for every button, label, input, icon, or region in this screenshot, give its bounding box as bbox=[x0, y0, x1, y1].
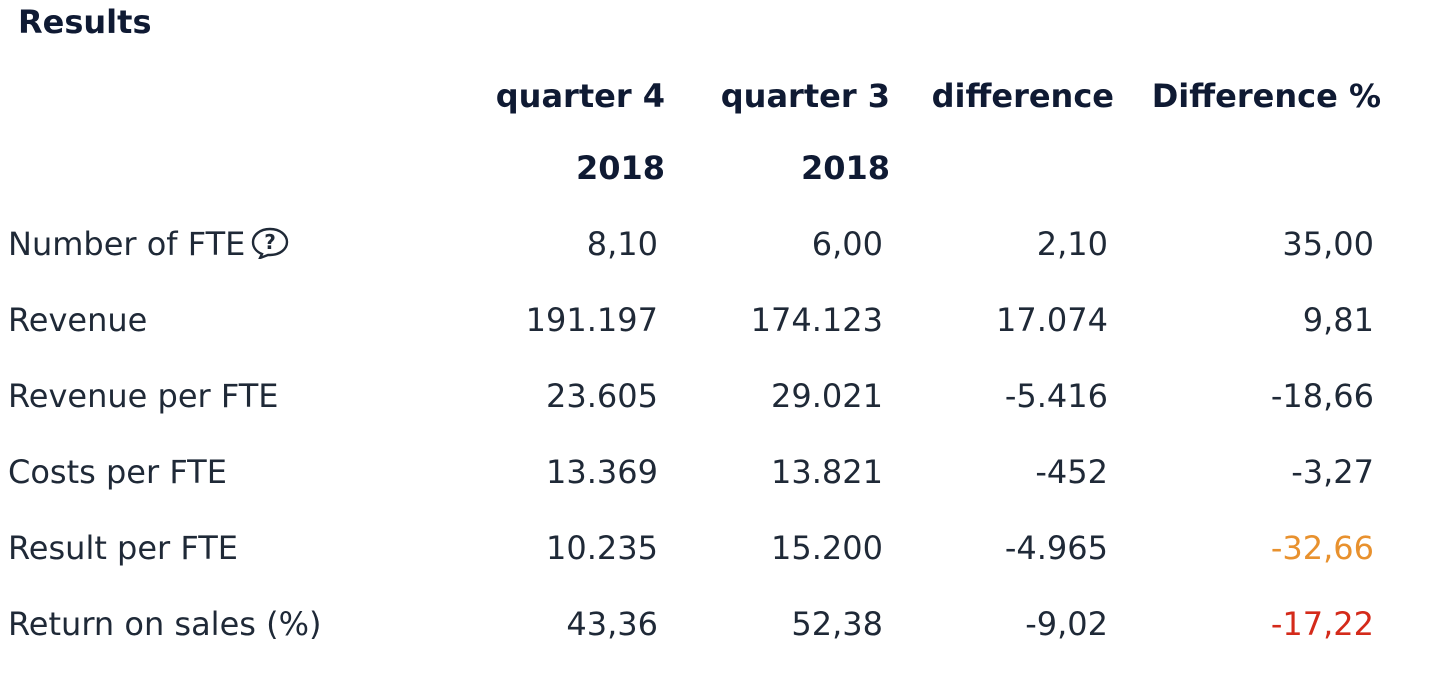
column-header-difference: difference bbox=[932, 76, 1114, 116]
column-header-line2: 2018 bbox=[800, 149, 890, 187]
cell-q3: 29.021 bbox=[771, 377, 883, 415]
cell-difference-percent: 9,81 bbox=[1302, 301, 1374, 339]
page-title: Results bbox=[18, 3, 152, 41]
cell-difference-percent-negative: -17,22 bbox=[1270, 605, 1374, 643]
cell-q3: 174.123 bbox=[750, 301, 883, 339]
column-header-quarter-4: quarter 4 2018 bbox=[496, 76, 665, 188]
row-label-costs-per-fte: Costs per FTE bbox=[8, 453, 227, 491]
cell-difference-percent: -18,66 bbox=[1270, 377, 1374, 415]
cell-q3: 52,38 bbox=[791, 605, 883, 643]
column-header-line1: Difference % bbox=[1151, 77, 1381, 115]
row-label-revenue: Revenue bbox=[8, 301, 148, 339]
row-label-text: Number of FTE bbox=[8, 225, 246, 263]
column-header-difference-percent: Difference % bbox=[1152, 76, 1381, 116]
cell-difference: -4.965 bbox=[1004, 529, 1108, 567]
cell-q4: 10.235 bbox=[546, 529, 658, 567]
cell-difference: -9,02 bbox=[1025, 605, 1108, 643]
cell-difference-percent: -3,27 bbox=[1291, 453, 1374, 491]
column-header-line1: quarter 3 bbox=[720, 77, 890, 115]
cell-difference: 17.074 bbox=[996, 301, 1108, 339]
column-header-quarter-3: quarter 3 2018 bbox=[721, 76, 890, 188]
cell-q4: 13.369 bbox=[546, 453, 658, 491]
cell-q3: 13.821 bbox=[771, 453, 883, 491]
column-header-line2: 2018 bbox=[575, 149, 665, 187]
cell-difference-percent-warning: -32,66 bbox=[1270, 529, 1374, 567]
cell-q4: 8,10 bbox=[586, 225, 658, 263]
cell-q4: 23.605 bbox=[546, 377, 658, 415]
cell-q4: 43,36 bbox=[566, 605, 658, 643]
row-label-number-of-fte: Number of FTE? bbox=[8, 224, 289, 264]
help-bubble-icon[interactable]: ? bbox=[251, 227, 289, 259]
row-label-revenue-per-fte: Revenue per FTE bbox=[8, 377, 279, 415]
cell-q4: 191.197 bbox=[525, 301, 658, 339]
cell-difference: 2,10 bbox=[1036, 225, 1108, 263]
cell-difference-percent: 35,00 bbox=[1282, 225, 1374, 263]
cell-difference: -5.416 bbox=[1004, 377, 1108, 415]
cell-q3: 15.200 bbox=[771, 529, 883, 567]
cell-q3: 6,00 bbox=[811, 225, 883, 263]
column-header-line1: difference bbox=[931, 77, 1114, 115]
row-label-result-per-fte: Result per FTE bbox=[8, 529, 238, 567]
svg-text:?: ? bbox=[265, 230, 277, 254]
row-label-return-on-sales: Return on sales (%) bbox=[8, 605, 322, 643]
column-header-line1: quarter 4 bbox=[495, 77, 665, 115]
cell-difference: -452 bbox=[1035, 453, 1108, 491]
